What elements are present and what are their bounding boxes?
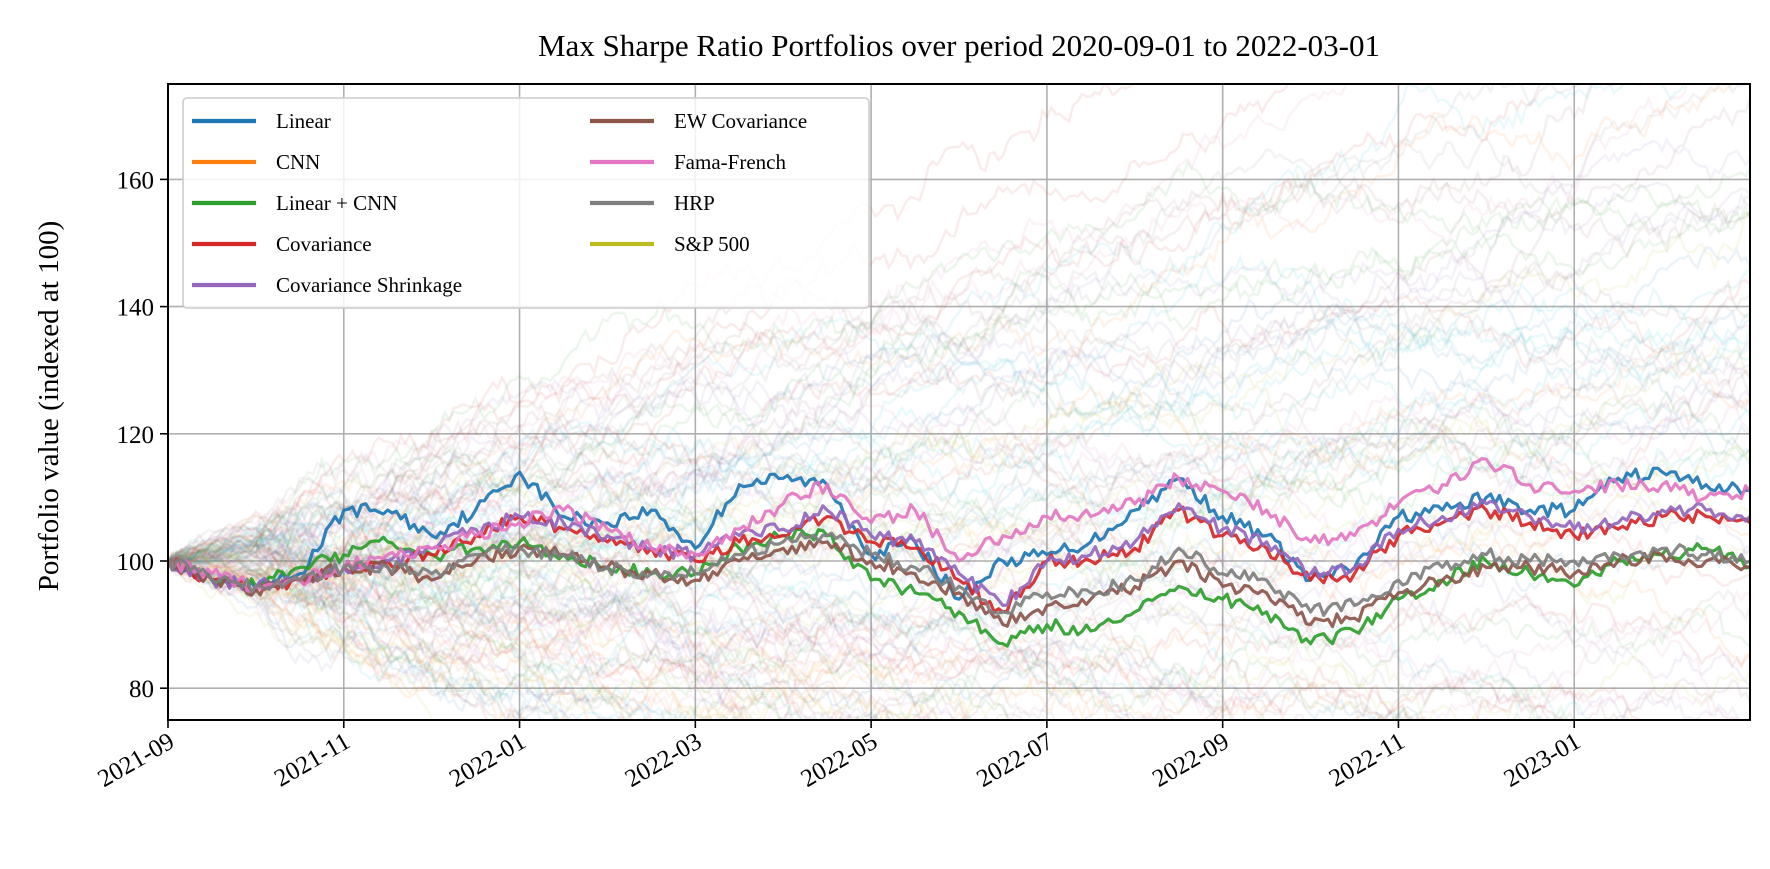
x-tick-label-1: 2021-11 <box>270 728 355 793</box>
x-tick-label-8: 2023-01 <box>1500 728 1586 793</box>
legend-label-ew-covariance: EW Covariance <box>674 109 807 133</box>
x-tick-label-7: 2022-11 <box>1325 728 1410 793</box>
y-tick-label-1: 100 <box>117 549 155 576</box>
y-tick-label-2: 120 <box>117 422 155 449</box>
legend-label-linear-cnn: Linear + CNN <box>276 191 397 215</box>
x-tick-label-6: 2022-09 <box>1148 728 1234 793</box>
y-tick-label-0: 80 <box>129 676 154 703</box>
legend-label-covariance: Covariance <box>276 232 372 256</box>
x-tick-label-3: 2022-03 <box>621 728 707 793</box>
y-tick-label-4: 160 <box>117 167 155 194</box>
chart-title: Max Sharpe Ratio Portfolios over period … <box>538 28 1380 63</box>
legend-label-cnn: CNN <box>276 150 320 174</box>
legend-label-s-p-500: S&P 500 <box>674 232 750 256</box>
legend-label-hrp: HRP <box>674 191 715 215</box>
y-tick-label-3: 140 <box>117 295 155 322</box>
x-tick-label-0: 2021-09 <box>93 728 179 793</box>
x-tick-label-4: 2022-05 <box>796 728 882 793</box>
x-tick-label-5: 2022-07 <box>972 728 1058 793</box>
legend: Linear CNN Linear + CNN Covariance Covarianc… <box>183 98 869 308</box>
x-tick-label-2: 2022-01 <box>445 728 531 793</box>
y-ticks: 80 100 120 140 160 <box>117 167 169 703</box>
legend-label-covariance-shrinkage: Covariance Shrinkage <box>276 273 462 297</box>
x-ticks: 2021-09 2021-11 2022-01 2022-03 2022-05 2022-… <box>93 720 1585 793</box>
y-axis-label: Portfolio value (indexed at 100) <box>33 221 65 591</box>
legend-label-linear: Linear <box>276 109 331 133</box>
legend-label-fama-french: Fama-French <box>674 150 786 174</box>
